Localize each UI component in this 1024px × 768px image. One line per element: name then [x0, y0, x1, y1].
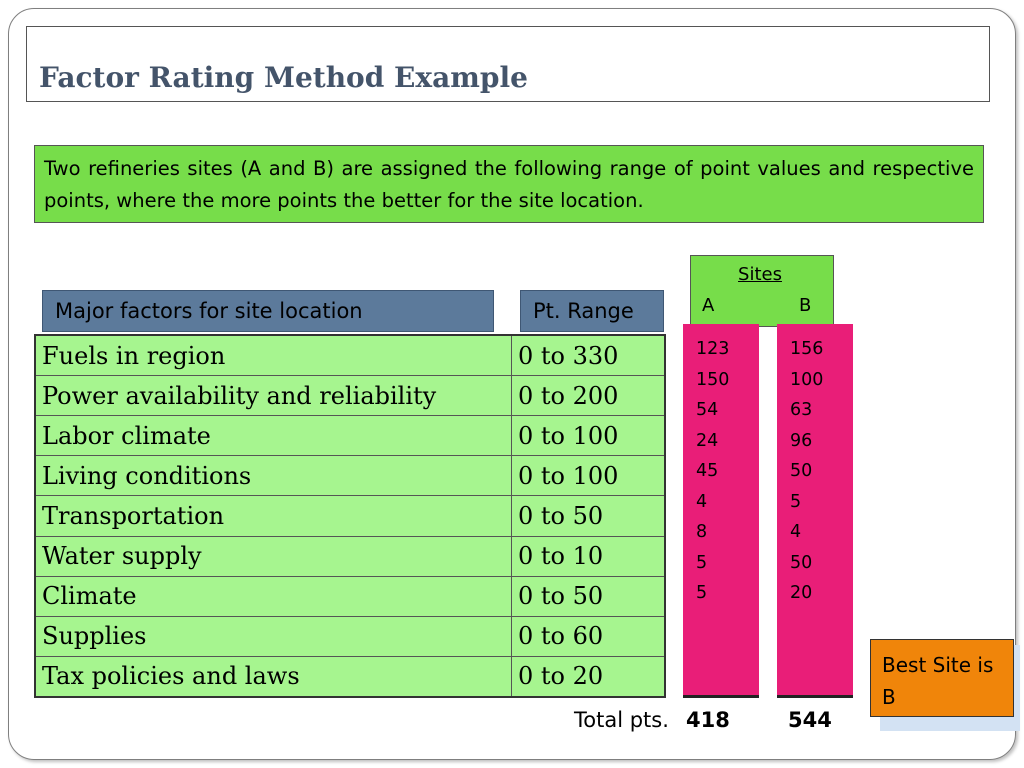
- factor-cell: Tax policies and laws: [34, 655, 512, 698]
- slide-title: Factor Rating Method Example: [39, 61, 528, 94]
- range-cell: 0 to 200: [511, 375, 666, 417]
- range-cell: 0 to 100: [511, 455, 666, 497]
- site-b-total: 544: [788, 708, 832, 732]
- table-row: Labor climate 0 to 100: [34, 415, 666, 457]
- intro-text: Two refineries sites (A and B) are assig…: [34, 145, 984, 223]
- range-cell: 0 to 50: [511, 575, 666, 617]
- site-a-point: 8: [696, 522, 708, 542]
- site-a-point: 5: [696, 552, 708, 573]
- range-cell: 0 to 10: [511, 535, 666, 577]
- site-a-point: 54: [696, 400, 719, 420]
- factor-cell: Climate: [34, 575, 512, 617]
- factor-cell: Power availability and reliability: [34, 375, 512, 417]
- table-row: Transportation 0 to 50: [34, 495, 666, 537]
- sites-header: Sites A B: [690, 255, 834, 327]
- site-a-point: 5: [696, 583, 708, 603]
- factor-cell: Living conditions: [34, 455, 512, 497]
- site-a-point: 123: [696, 339, 730, 359]
- site-b-point: 100: [790, 369, 824, 390]
- table-row: Climate 0 to 50: [34, 575, 666, 617]
- site-b-point: 50: [790, 461, 813, 481]
- table-row: Water supply 0 to 10: [34, 535, 666, 577]
- site-b-point: 20: [790, 583, 813, 603]
- range-cell: 0 to 330: [511, 334, 666, 377]
- table-row: Supplies 0 to 60: [34, 615, 666, 657]
- site-a-label: A: [702, 295, 715, 316]
- site-b-point: 96: [790, 430, 813, 451]
- range-header: Pt. Range: [520, 290, 664, 332]
- site-b-column: 156 100 63 96 50 5 4 50 20: [777, 324, 853, 698]
- range-cell: 0 to 20: [511, 655, 666, 698]
- factor-cell: Fuels in region: [34, 334, 512, 377]
- title-box: Factor Rating Method Example: [26, 26, 990, 102]
- site-a-column: 123 150 54 24 45 4 8 5 5: [683, 324, 759, 698]
- site-a-total: 418: [686, 708, 730, 732]
- factors-header: Major factors for site location: [42, 290, 494, 332]
- site-b-point: 50: [790, 552, 813, 573]
- factor-cell: Transportation: [34, 495, 512, 537]
- site-b-points: 156 100 63 96 50 5 4 50 20: [790, 334, 823, 609]
- site-a-point: 150: [696, 369, 730, 390]
- total-points-label: Total pts.: [574, 708, 669, 732]
- sites-title: Sites: [738, 264, 782, 285]
- factor-cell: Labor climate: [34, 415, 512, 457]
- best-site-callout: Best Site is B: [870, 639, 1014, 717]
- site-b-point: 156: [790, 339, 824, 359]
- site-b-point: 5: [790, 491, 802, 512]
- table-row: Living conditions 0 to 100: [34, 455, 666, 497]
- table-row: Fuels in region 0 to 330: [34, 334, 666, 377]
- site-b-point: 4: [790, 522, 802, 542]
- factor-cell: Supplies: [34, 615, 512, 657]
- site-a-point: 45: [696, 461, 719, 481]
- table-row: Tax policies and laws 0 to 20: [34, 655, 666, 698]
- site-b-point: 63: [790, 400, 813, 420]
- factor-table: Fuels in region 0 to 330 Power availabil…: [34, 334, 666, 698]
- site-a-points: 123 150 54 24 45 4 8 5 5: [696, 334, 729, 609]
- range-cell: 0 to 60: [511, 615, 666, 657]
- factor-cell: Water supply: [34, 535, 512, 577]
- range-cell: 0 to 100: [511, 415, 666, 457]
- site-a-point: 24: [696, 430, 719, 451]
- table-row: Power availability and reliability 0 to …: [34, 375, 666, 417]
- range-cell: 0 to 50: [511, 495, 666, 537]
- site-a-point: 4: [696, 491, 708, 512]
- site-b-label: B: [799, 295, 812, 316]
- slide-frame: [8, 8, 1016, 760]
